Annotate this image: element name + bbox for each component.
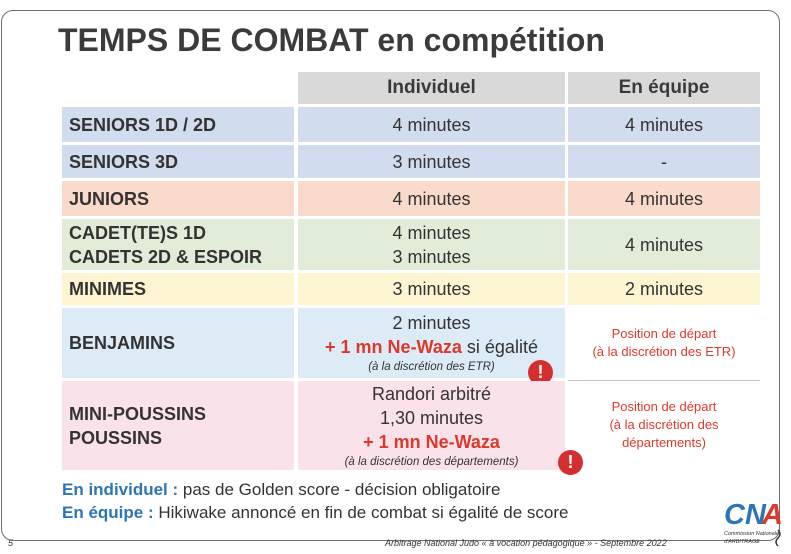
svg-text:Commission Nationale: Commission Nationale: [724, 531, 779, 537]
start-position-note: (à la discrétion des ETR): [592, 344, 736, 359]
cadet-2d-value: 3 minutes: [392, 246, 471, 267]
row-label-text: SENIORS 3D: [69, 151, 179, 172]
row-label-text: MINIMES: [69, 279, 147, 299]
cell-team-cadets: 4 minutes: [568, 219, 760, 270]
row-label-text: BENJAMINS: [69, 333, 176, 353]
cell-individual-cadets: 4 minutes 3 minutes: [298, 219, 565, 270]
svg-text:A: A: [761, 499, 783, 531]
team-column-divider: [568, 380, 760, 381]
start-position-label: Position de départ: [611, 399, 717, 414]
row-label-benjamins: BENJAMINS: [62, 308, 294, 378]
note-text: pas de Golden score - décision obligatoi…: [178, 480, 501, 499]
row-label-text: POUSSINS: [69, 427, 163, 448]
note-label: En équipe :: [62, 503, 154, 522]
cell-individual-poussins: Randori arbitré 1,30 minutes + 1 mn Ne-W…: [298, 381, 565, 470]
benjamins-newaza-line: + 1 mn Ne-Waza si égalité: [325, 335, 538, 359]
poussins-duration: 1,30 minutes: [379, 407, 484, 428]
header-team: En équipe: [568, 72, 760, 104]
cell-team-poussins: Position de départ (à la discrétion des …: [568, 392, 760, 458]
row-label-seniors-1d-2d: SENIORS 1D / 2D: [62, 107, 294, 142]
benjamins-discretion-note: (à la discrétion des ETR): [368, 361, 495, 373]
row-label-juniors: JUNIORS: [62, 181, 294, 216]
start-position-note: départements): [622, 435, 706, 450]
benjamins-duration: 2 minutes: [392, 313, 471, 333]
cna-logo: CN A Commission Nationale d'ARBITRAGE: [724, 499, 783, 547]
cell-team-seniors-1d-2d: 4 minutes: [568, 107, 760, 142]
note-individual: En individuel : pas de Golden score - dé…: [62, 480, 500, 500]
row-label-seniors-3d: SENIORS 3D: [62, 145, 294, 178]
cell-team-minimes: 2 minutes: [568, 273, 760, 305]
row-label-text: JUNIORS: [69, 188, 150, 209]
footer-text: Arbitrage National Judo « à vocation péd…: [385, 538, 667, 548]
page-number: 5: [8, 538, 14, 548]
svg-text:CN: CN: [724, 499, 767, 531]
cell-individual-seniors-3d: 3 minutes: [298, 145, 565, 178]
warning-icon: !: [558, 450, 583, 475]
row-label-minimes: MINIMES: [62, 273, 294, 305]
newaza-extra: + 1 mn Ne-Waza: [363, 431, 500, 452]
cell-individual-minimes: 3 minutes: [298, 273, 565, 305]
row-label-cadets: CADET(TE)S 1D CADETS 2D & ESPOIR: [62, 219, 294, 270]
row-label-text: MINI-POUSSINS: [69, 403, 207, 424]
newaza-extra: + 1 mn Ne-Waza: [325, 337, 462, 357]
tie-condition: si égalité: [461, 337, 538, 357]
cadet-1d-value: 4 minutes: [392, 222, 471, 243]
cell-team-seniors-3d: -: [568, 145, 760, 178]
cell-individual-benjamins: 2 minutes + 1 mn Ne-Waza si égalité (à l…: [298, 308, 565, 378]
cell-team-juniors: 4 minutes: [568, 181, 760, 216]
poussins-discretion-note: (à la discrétion des départements): [344, 455, 519, 468]
note-label: En individuel :: [62, 480, 179, 499]
row-label-mini-poussins: MINI-POUSSINS POUSSINS: [62, 381, 294, 470]
svg-text:d'ARBITRAGE: d'ARBITRAGE: [724, 539, 760, 545]
cell-team-benjamins: Position de départ (à la discrétion des …: [568, 308, 760, 378]
start-position-note: (à la discrétion des: [609, 417, 719, 432]
note-text: Hikiwake annoncé en fin de combat si éga…: [153, 503, 569, 522]
row-label-text: CADETS 2D & ESPOIR: [69, 246, 263, 267]
cell-individual-seniors-1d-2d: 4 minutes: [298, 107, 565, 142]
start-position-label: Position de départ: [611, 326, 717, 341]
note-team: En équipe : Hikiwake annoncé en fin de c…: [62, 503, 568, 523]
page-title: TEMPS DE COMBAT en compétition: [58, 22, 605, 58]
row-label-text: CADET(TE)S 1D: [69, 222, 207, 243]
poussins-format: Randori arbitré: [371, 383, 492, 404]
row-label-text: SENIORS 1D / 2D: [69, 114, 217, 135]
header-individual: Individuel: [298, 72, 565, 104]
warning-icon: !: [528, 360, 553, 385]
cell-individual-juniors: 4 minutes: [298, 181, 565, 216]
